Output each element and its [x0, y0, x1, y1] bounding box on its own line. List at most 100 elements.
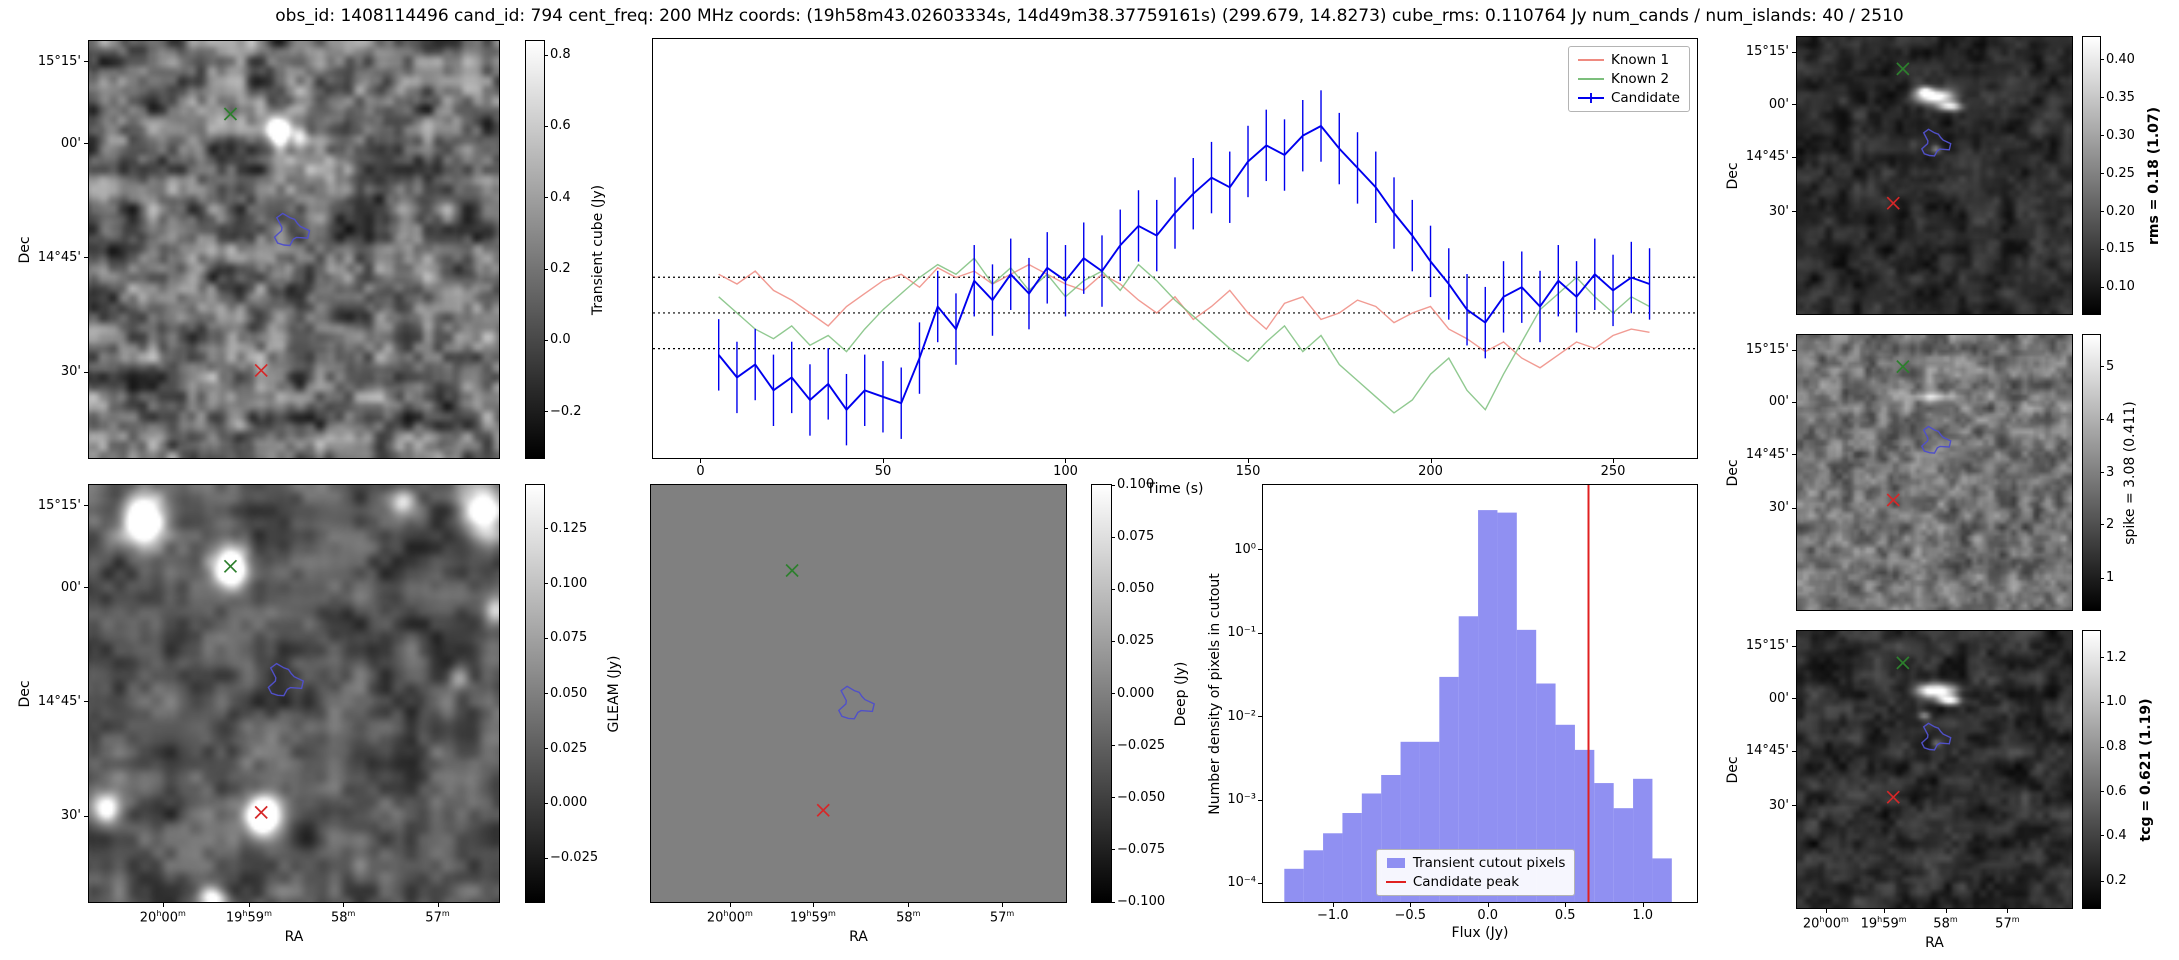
panel-transient-cube: 15°15' 00' 14°45' 30' Dec [17, 40, 500, 459]
tcg-map-ra-tick-label: 57m [1995, 915, 2020, 932]
legend-label: Known 1 [1610, 52, 1670, 68]
colorbar-tick-mark [1111, 484, 1115, 486]
colorbar-tick-mark [2100, 286, 2104, 288]
legend-line-swatch [1385, 881, 1406, 883]
series-candidate [717, 124, 1650, 412]
red-x-marker [254, 363, 268, 378]
gleam-dec-tick-label: 14°45' [37, 693, 81, 709]
transient-cube-dec-tick-label: 00' [60, 135, 81, 151]
candidate-contour [837, 685, 876, 720]
colorbar-tick-mark [544, 583, 548, 585]
dec-tick-mark [1792, 401, 1797, 403]
tcg-map-colorbar-label: tcg = 0.621 (1.19) [2138, 698, 2154, 841]
deep-ra-tick-label: 57m [989, 909, 1015, 926]
transient-cube-marker-overlay [223, 107, 311, 378]
gleam-colorbar-tick-label: 0.100 [550, 575, 588, 591]
legend-entry: Known 2 [1577, 71, 1680, 87]
dec-tick-mark [1792, 51, 1797, 53]
panel-deep: 20h00m 19h59m 58m 57m RA [650, 484, 1067, 945]
rms-map-dec-tick-label: 14°45' [1745, 149, 1789, 165]
dec-tick-mark [1792, 698, 1797, 700]
spike-map-colorbar-tick-label: 3 [2106, 464, 2115, 480]
green-x-marker [223, 559, 238, 573]
histogram-bar [1478, 510, 1498, 902]
lc-x-tick-label: 150 [1235, 464, 1261, 479]
colorbar-tick-mark [544, 528, 548, 530]
lc-x-tick-mark [882, 458, 884, 463]
gleam-dec-tick-label: 15°15' [37, 497, 81, 513]
transient-cube-colorbar-tick-label: 0.6 [550, 118, 571, 134]
transient-cube-dec-axis-label: Dec [17, 235, 33, 264]
deep-colorbar-tick-label: −0.075 [1117, 841, 1166, 857]
gleam-ra-tick-label: 58m [330, 909, 356, 926]
ra-tick-mark [2007, 908, 2009, 913]
green-x-marker [785, 563, 799, 578]
legend-entry: Candidate [1577, 90, 1680, 106]
hist-y-tick-label: 10⁻⁴ [1227, 875, 1256, 891]
hist-y-tick-mark [1258, 716, 1263, 718]
transient-cube-colorbar-label: Transient cube (Jy) [590, 184, 606, 315]
gleam-dec-tick-label: 30' [60, 807, 81, 823]
gleam-colorbar-tick-label: 0.025 [550, 740, 588, 756]
red-x-marker [1886, 196, 1900, 210]
spike-map-dec-tick-label: 30' [1768, 500, 1789, 516]
legend-entry: Known 1 [1577, 52, 1680, 68]
lc-x-tick-label: 50 [874, 464, 892, 479]
series-known-2 [718, 257, 1650, 414]
colorbar-tick-mark [544, 802, 548, 804]
dec-tick-mark [84, 815, 89, 817]
deep-image [651, 485, 1066, 902]
deep-colorbar-tick-label: −0.025 [1117, 737, 1166, 753]
transient-cube-colorbar-tick-label: 0.2 [550, 260, 571, 276]
rms-map-dec-tick-label: 30' [1768, 203, 1789, 219]
lc-x-tick-label: 200 [1418, 464, 1443, 479]
hist-x-axis-label: Flux (Jy) [1451, 925, 1509, 941]
tcg-map-dec-tick-label: 30' [1768, 797, 1789, 813]
colorbar-tick-mark [544, 54, 548, 56]
lc-x-tick-label: 0 [696, 464, 705, 479]
ra-tick-mark [1883, 908, 1885, 913]
colorbar-tick-mark [2100, 419, 2104, 421]
colorbar-tick-mark [1111, 536, 1115, 538]
histogram-bar [1497, 512, 1517, 902]
dec-tick-mark [1792, 349, 1797, 351]
gleam-image [89, 485, 499, 902]
histogram-bar [1342, 813, 1362, 902]
green-x-marker [1896, 62, 1910, 76]
spike-map-dec-tick-label: 15°15' [1745, 341, 1789, 357]
spike-map-colorbar-tick-label: 1 [2106, 570, 2115, 586]
green-x-marker [223, 107, 238, 121]
hist-x-tick-mark [1332, 902, 1334, 907]
tcg-map-dec-tick-label: 15°15' [1745, 638, 1789, 654]
ra-tick-mark [908, 902, 910, 907]
figure-title: obs_id: 1408114496 cand_id: 794 cent_fre… [275, 6, 1904, 26]
colorbar-tick-mark [2100, 746, 2104, 748]
hist-x-tick-mark [1565, 902, 1567, 907]
rms-map-colorbar-label: rms = 0.18 (1.07) [2146, 106, 2162, 245]
ra-tick-mark [812, 902, 814, 907]
legend-label: Known 2 [1610, 71, 1670, 87]
deep-ra-tick-label: 20h00m [706, 909, 753, 926]
colorbar-tick-mark [1111, 588, 1115, 590]
deep-colorbar-tick-label: 0.000 [1117, 685, 1155, 701]
candidate-contour [1920, 128, 1952, 157]
dec-tick-mark [1792, 645, 1797, 647]
lightcurve-plot [653, 90, 1697, 446]
histogram-bar [1594, 783, 1614, 902]
tcg-map-dec-tick-label: 14°45' [1745, 743, 1789, 759]
colorbar-tick-mark [544, 693, 548, 694]
gleam-ra-axis-label: RA [284, 929, 304, 945]
colorbar-tick-mark [544, 411, 548, 413]
lc-x-tick-mark [1613, 458, 1615, 463]
colorbar-tick-mark [544, 857, 548, 859]
ra-tick-mark [1825, 908, 1827, 913]
dec-tick-mark [1792, 750, 1797, 752]
deep-colorbar-tick-label: 0.100 [1117, 476, 1155, 492]
colorbar-tick-mark [1111, 693, 1115, 694]
legend-line-swatch [1577, 93, 1604, 103]
histogram-bar [1652, 858, 1672, 902]
spike-map-marker-overlay [1886, 360, 1952, 507]
colorbar-tick-mark [2100, 472, 2104, 473]
panel-spike-map: 15°15' 00' 14°45' 30' Dec [1725, 334, 2073, 611]
lc-x-tick-label: 250 [1600, 464, 1626, 479]
